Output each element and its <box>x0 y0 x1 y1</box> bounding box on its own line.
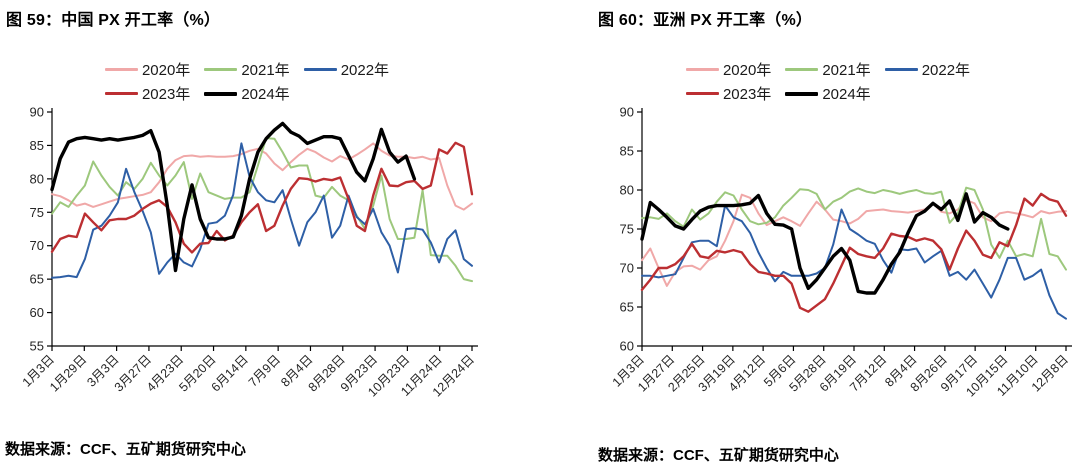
legend-label: 2022年 <box>921 62 971 79</box>
y-tick-label: 65 <box>30 272 44 287</box>
y-tick-label: 80 <box>30 171 44 186</box>
legend-item-2021年: 2021年 <box>785 59 871 80</box>
legend-line-swatch <box>303 68 337 71</box>
data-source-china: 数据来源：CCF、五矿期货研究中心 <box>5 441 246 458</box>
legend-line-swatch <box>785 68 819 71</box>
legend-line-swatch <box>685 68 719 71</box>
series-line-2024年 <box>640 192 1010 295</box>
legend-item-2020年: 2020年 <box>104 59 191 80</box>
legend-label: 2024年 <box>241 86 290 103</box>
legend-item-2022年: 2022年 <box>303 59 390 80</box>
legend-item-2023年: 2023年 <box>104 83 191 104</box>
legend-row: 2023年 2024年 <box>104 83 389 104</box>
legend-label: 2021年 <box>822 62 871 79</box>
figure-asia-px: 图 60：亚洲 PX 开工率（%） 2020年 2021年 2022年 2023年 20… <box>540 0 1080 475</box>
legend-label: 2021年 <box>241 62 290 79</box>
y-tick-label: 70 <box>620 261 634 276</box>
legend-line-swatch <box>785 91 819 96</box>
line-chart-china-px: 55606570758085901月3日1月29日3月3日3月27日4月23日5… <box>20 105 478 399</box>
legend-label: 2020年 <box>722 62 772 79</box>
legend-line-swatch <box>104 92 138 95</box>
series-line-2024年 <box>50 121 417 273</box>
y-tick-label: 55 <box>30 339 44 354</box>
y-tick-label: 90 <box>30 105 44 120</box>
series-line-2020年 <box>641 193 1067 287</box>
legend-item-2023年: 2023年 <box>685 83 772 104</box>
legend-box: 2020年 2021年 2022年 2023年 2024年 <box>685 56 971 107</box>
legend-line-swatch <box>685 92 719 95</box>
legend-label: 2023年 <box>141 86 191 103</box>
legend-item-2022年: 2022年 <box>884 59 971 80</box>
legend-label: 2022年 <box>340 62 390 79</box>
y-tick-label: 80 <box>620 183 634 198</box>
legend-asia: 2020年 2021年 2022年 2023年 2024年 <box>602 56 1054 107</box>
legend-line-swatch <box>204 91 238 96</box>
legend-box: 2020年 2021年 2022年 2023年 2024年 <box>104 56 390 107</box>
series-line-2023年 <box>50 141 474 254</box>
legend-china: 2020年 2021年 2022年 2023年 2024年 <box>12 56 482 107</box>
legend-row: 2023年 2024年 <box>685 83 970 104</box>
y-tick-label: 75 <box>30 205 44 220</box>
figure-china-px: 图 59：中国 PX 开工率（%） 2020年 2021年 2022年 2023年 20… <box>5 12 482 458</box>
legend-item-2024年: 2024年 <box>204 83 290 104</box>
legend-line-swatch <box>884 68 918 71</box>
legend-label: 2023年 <box>722 86 772 103</box>
series-line-2023年 <box>640 192 1068 313</box>
legend-item-2024年: 2024年 <box>785 83 871 104</box>
data-source-asia: 数据来源：CCF、五矿期货研究中心 <box>598 447 839 464</box>
y-tick-label: 60 <box>620 339 634 354</box>
series-line-2022年 <box>51 142 473 279</box>
y-tick-label: 65 <box>620 300 634 315</box>
series-line-2022年 <box>641 204 1067 320</box>
legend-row: 2020年 2021年 2022年 <box>685 59 971 80</box>
y-tick-label: 85 <box>30 138 44 153</box>
y-tick-label: 90 <box>620 105 634 120</box>
legend-line-swatch <box>104 68 138 71</box>
figure-title-asia: 图 60：亚洲 PX 开工率（%） <box>598 12 813 29</box>
y-tick-label: 75 <box>620 222 634 237</box>
legend-item-2021年: 2021年 <box>204 59 290 80</box>
legend-line-swatch <box>204 68 238 71</box>
legend-label: 2020年 <box>141 62 191 79</box>
legend-row: 2020年 2021年 2022年 <box>104 59 390 80</box>
line-chart-asia-px: 606570758085901月3日1月27日2月25日3月19日4月12日5月… <box>610 105 1072 399</box>
legend-label: 2024年 <box>822 86 871 103</box>
y-tick-label: 70 <box>30 238 44 253</box>
x-tick-label: 7月9日 <box>246 352 283 389</box>
y-tick-label: 85 <box>620 144 634 159</box>
legend-item-2020年: 2020年 <box>685 59 772 80</box>
figure-title-china: 图 59：中国 PX 开工率（%） <box>6 12 221 29</box>
y-tick-label: 60 <box>30 305 44 320</box>
